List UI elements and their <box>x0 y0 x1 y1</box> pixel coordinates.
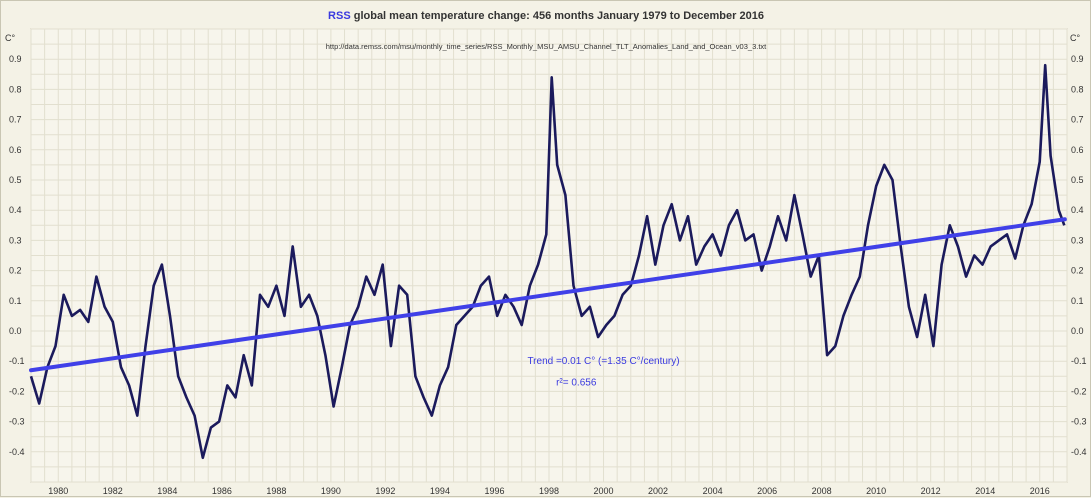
y-tick-label-right: 0.1 <box>1071 296 1084 306</box>
x-tick-label: 2000 <box>594 486 614 496</box>
y-tick-label-left: 0.4 <box>9 205 22 215</box>
y-tick-label-left: 0.7 <box>9 115 22 125</box>
y-tick-label-left: 0.5 <box>9 175 22 185</box>
y-tick-label-left: 0.1 <box>9 296 22 306</box>
x-tick-label: 1984 <box>157 486 177 496</box>
y-tick-label-left: 0.8 <box>9 84 22 94</box>
y-tick-label-left: 0.3 <box>9 235 22 245</box>
x-axis: 1980 1982 1984 1986 1988 1990 1992 1994 1996 1998… <box>48 486 1050 496</box>
x-tick-label: 2008 <box>812 486 832 496</box>
x-tick-label: 1992 <box>375 486 395 496</box>
chart-title: RSS global mean temperature change: 456 … <box>328 10 764 22</box>
y-tick-label-right: 0.3 <box>1071 235 1084 245</box>
x-tick-label: 2012 <box>921 486 941 496</box>
x-tick-label: 2004 <box>703 486 723 496</box>
x-tick-label: 1990 <box>321 486 341 496</box>
x-tick-label: 2014 <box>975 486 995 496</box>
series-line-temperature <box>29 63 1066 460</box>
y-tick-label-right: -0.3 <box>1071 417 1087 427</box>
y-tick-label-right: 0.2 <box>1071 266 1084 276</box>
y-tick-label-right: -0.1 <box>1071 356 1087 366</box>
y-axis-unit-left: C° <box>5 33 15 43</box>
x-tick-label: 2006 <box>757 486 777 496</box>
y-tick-label-right: 0.5 <box>1071 175 1084 185</box>
y-tick-label-right: -0.2 <box>1071 386 1087 396</box>
x-tick-label: 1998 <box>539 486 559 496</box>
y-axis-unit-right: C° <box>1070 33 1080 43</box>
trend-annotation: Trend =0.01 C° (=1.35 C°/century) <box>527 356 679 367</box>
y-tick-label-right: 0.7 <box>1071 115 1084 125</box>
y-tick-label-left: -0.2 <box>9 386 25 396</box>
chart-subtitle: http://data.remss.com/msu/monthly_time_s… <box>326 42 767 51</box>
x-tick-label: 1988 <box>266 486 286 496</box>
x-tick-label: 1982 <box>103 486 123 496</box>
x-tick-label: 2016 <box>1030 486 1050 496</box>
series <box>29 63 1067 460</box>
y-tick-label-left: 0.0 <box>9 326 22 336</box>
y-tick-label-left: 0.6 <box>9 145 22 155</box>
y-tick-label-right: 0.4 <box>1071 205 1084 215</box>
y-tick-label-left: -0.4 <box>9 447 25 457</box>
chart-title-main: global mean temperature change: 456 mont… <box>351 10 764 22</box>
y-tick-label-left: -0.1 <box>9 356 25 366</box>
x-tick-label: 2002 <box>648 486 668 496</box>
x-tick-label: 1980 <box>48 486 68 496</box>
trend-annotation: r²= 0.656 <box>556 377 597 388</box>
y-tick-label-right: 0.6 <box>1071 145 1084 155</box>
x-tick-label: 2010 <box>866 486 886 496</box>
y-tick-label-right: 0.9 <box>1071 54 1084 64</box>
y-axis: -0.4 -0.4 -0.3 -0.3 -0.2 -0.2 -0.1 -0.1 0.0 0.0 0.… <box>9 54 1087 457</box>
y-tick-label-right: 0.0 <box>1071 326 1084 336</box>
chart-title-accent: RSS <box>328 10 351 22</box>
x-tick-label: 1996 <box>484 486 504 496</box>
y-tick-label-left: -0.3 <box>9 417 25 427</box>
annotations: Trend =0.01 C° (=1.35 C°/century) r²= 0.6… <box>527 356 679 388</box>
x-tick-label: 1986 <box>212 486 232 496</box>
y-tick-label-left: 0.9 <box>9 54 22 64</box>
y-tick-label-left: 0.2 <box>9 266 22 276</box>
y-tick-label-right: 0.8 <box>1071 84 1084 94</box>
x-tick-label: 1994 <box>430 486 450 496</box>
y-tick-label-right: -0.4 <box>1071 447 1087 457</box>
series-line-trend <box>29 217 1067 373</box>
